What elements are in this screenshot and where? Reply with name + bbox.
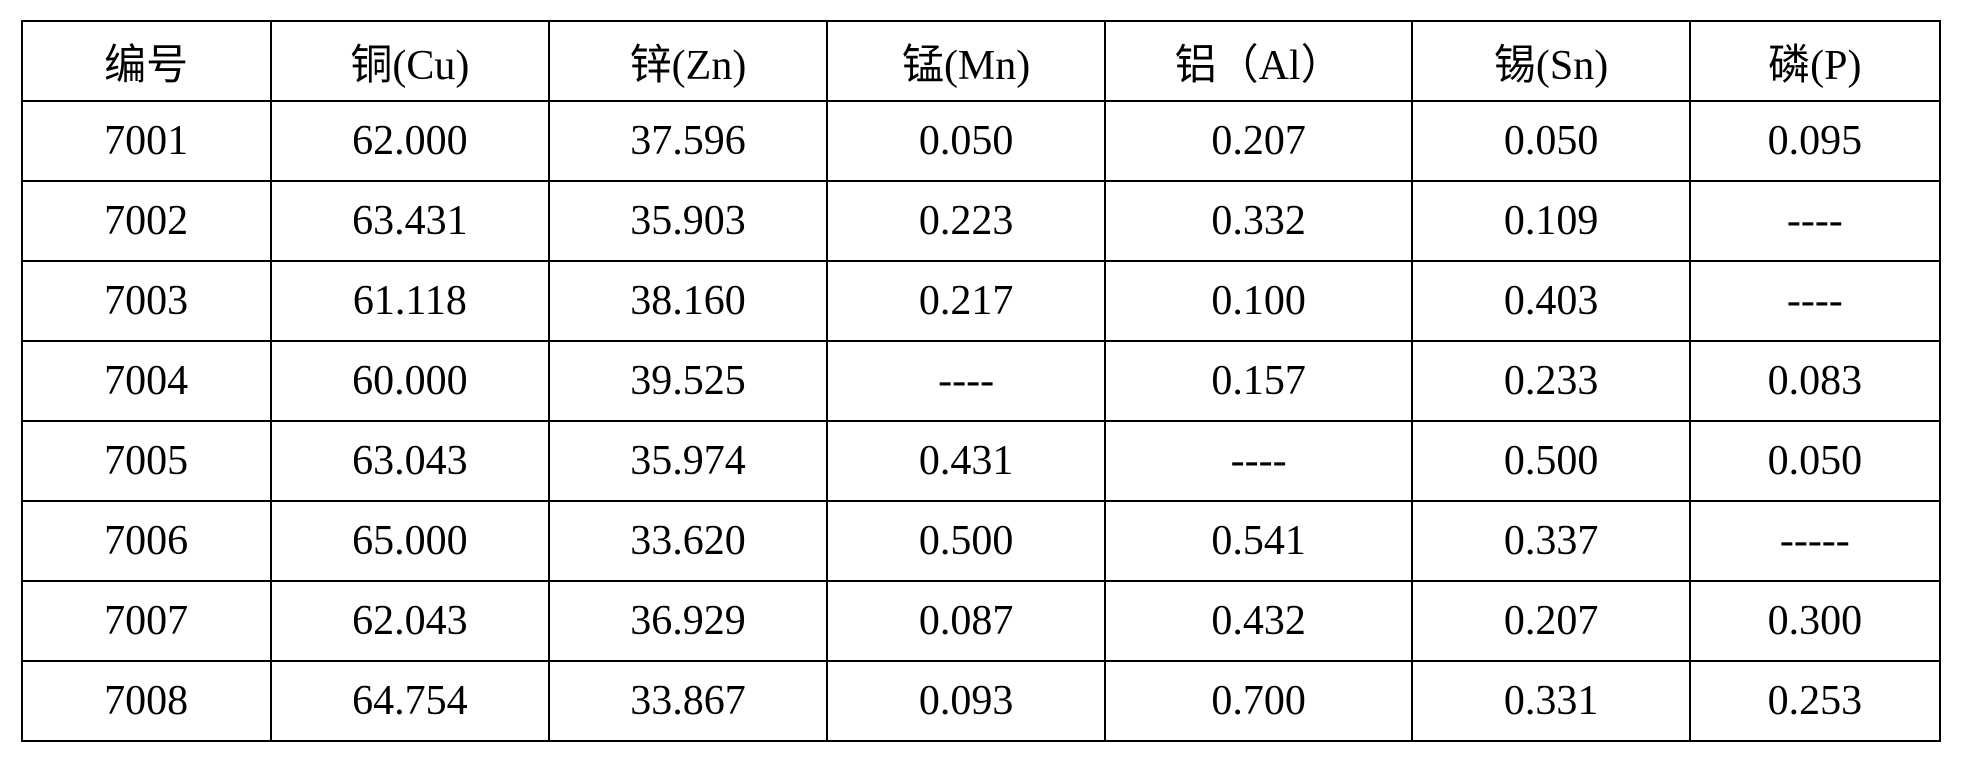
cell-sn: 0.500 [1412, 421, 1690, 501]
table-row: 7007 62.043 36.929 0.087 0.432 0.207 0.3… [22, 581, 1940, 661]
cell-mn: 0.217 [827, 261, 1105, 341]
cell-al: 0.100 [1105, 261, 1412, 341]
table-row: 7006 65.000 33.620 0.500 0.541 0.337 ---… [22, 501, 1940, 581]
cell-p: ---- [1690, 181, 1939, 261]
cell-cu: 65.000 [271, 501, 549, 581]
cell-sn: 0.403 [1412, 261, 1690, 341]
cell-id: 7007 [22, 581, 271, 661]
cell-cu: 61.118 [271, 261, 549, 341]
cell-id: 7005 [22, 421, 271, 501]
cell-zn: 33.620 [549, 501, 827, 581]
cell-sn: 0.109 [1412, 181, 1690, 261]
column-header-al: 铝（Al） [1105, 21, 1412, 101]
composition-table: 编号 铜(Cu) 锌(Zn) 锰(Mn) 铝（Al） 锡(Sn) 磷(P) 70… [21, 20, 1941, 742]
cell-zn: 35.903 [549, 181, 827, 261]
cell-p: 0.095 [1690, 101, 1939, 181]
cell-al: 0.432 [1105, 581, 1412, 661]
cell-sn: 0.207 [1412, 581, 1690, 661]
cell-id: 7006 [22, 501, 271, 581]
cell-cu: 60.000 [271, 341, 549, 421]
cell-mn: 0.431 [827, 421, 1105, 501]
cell-mn: 0.500 [827, 501, 1105, 581]
table-body: 7001 62.000 37.596 0.050 0.207 0.050 0.0… [22, 101, 1940, 741]
table-header-row: 编号 铜(Cu) 锌(Zn) 锰(Mn) 铝（Al） 锡(Sn) 磷(P) [22, 21, 1940, 101]
cell-cu: 64.754 [271, 661, 549, 741]
cell-sn: 0.233 [1412, 341, 1690, 421]
cell-p: ---- [1690, 261, 1939, 341]
cell-al: 0.332 [1105, 181, 1412, 261]
cell-al: 0.207 [1105, 101, 1412, 181]
cell-p: 0.253 [1690, 661, 1939, 741]
cell-zn: 39.525 [549, 341, 827, 421]
cell-sn: 0.331 [1412, 661, 1690, 741]
column-header-zn: 锌(Zn) [549, 21, 827, 101]
column-header-cu: 铜(Cu) [271, 21, 549, 101]
cell-cu: 62.043 [271, 581, 549, 661]
cell-id: 7008 [22, 661, 271, 741]
cell-cu: 63.431 [271, 181, 549, 261]
cell-zn: 33.867 [549, 661, 827, 741]
cell-sn: 0.337 [1412, 501, 1690, 581]
cell-p: ----- [1690, 501, 1939, 581]
cell-al: ---- [1105, 421, 1412, 501]
cell-zn: 38.160 [549, 261, 827, 341]
table-row: 7001 62.000 37.596 0.050 0.207 0.050 0.0… [22, 101, 1940, 181]
cell-id: 7001 [22, 101, 271, 181]
column-header-mn: 锰(Mn) [827, 21, 1105, 101]
cell-p: 0.300 [1690, 581, 1939, 661]
cell-id: 7003 [22, 261, 271, 341]
cell-sn: 0.050 [1412, 101, 1690, 181]
cell-id: 7004 [22, 341, 271, 421]
cell-cu: 63.043 [271, 421, 549, 501]
table-row: 7005 63.043 35.974 0.431 ---- 0.500 0.05… [22, 421, 1940, 501]
table-row: 7004 60.000 39.525 ---- 0.157 0.233 0.08… [22, 341, 1940, 421]
cell-id: 7002 [22, 181, 271, 261]
cell-mn: 0.087 [827, 581, 1105, 661]
cell-zn: 37.596 [549, 101, 827, 181]
column-header-p: 磷(P) [1690, 21, 1939, 101]
cell-p: 0.050 [1690, 421, 1939, 501]
cell-mn: 0.093 [827, 661, 1105, 741]
cell-zn: 36.929 [549, 581, 827, 661]
cell-al: 0.700 [1105, 661, 1412, 741]
column-header-id: 编号 [22, 21, 271, 101]
cell-al: 0.541 [1105, 501, 1412, 581]
cell-mn: ---- [827, 341, 1105, 421]
table-row: 7003 61.118 38.160 0.217 0.100 0.403 ---… [22, 261, 1940, 341]
table-row: 7008 64.754 33.867 0.093 0.700 0.331 0.2… [22, 661, 1940, 741]
cell-cu: 62.000 [271, 101, 549, 181]
column-header-sn: 锡(Sn) [1412, 21, 1690, 101]
cell-p: 0.083 [1690, 341, 1939, 421]
cell-mn: 0.223 [827, 181, 1105, 261]
cell-mn: 0.050 [827, 101, 1105, 181]
cell-al: 0.157 [1105, 341, 1412, 421]
table-row: 7002 63.431 35.903 0.223 0.332 0.109 ---… [22, 181, 1940, 261]
cell-zn: 35.974 [549, 421, 827, 501]
